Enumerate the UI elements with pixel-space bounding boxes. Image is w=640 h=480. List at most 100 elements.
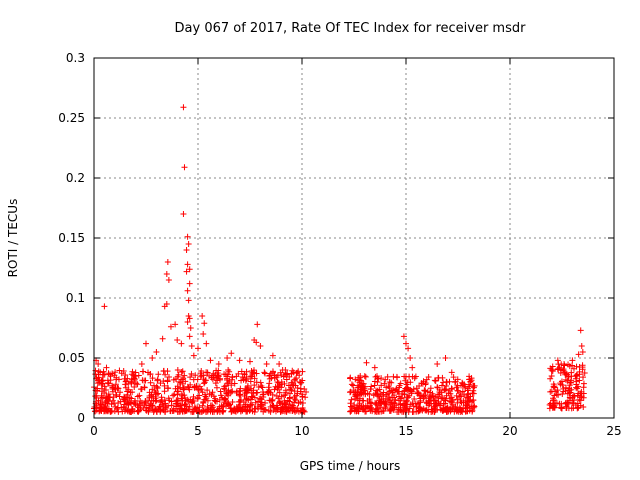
roti-point bbox=[271, 386, 278, 393]
roti-point bbox=[276, 381, 283, 388]
roti-point bbox=[464, 402, 471, 409]
roti-point bbox=[214, 408, 221, 415]
roti-point bbox=[188, 370, 195, 377]
roti-point bbox=[424, 388, 431, 395]
roti-point bbox=[383, 400, 390, 407]
roti-point bbox=[97, 369, 104, 376]
roti-point bbox=[118, 404, 125, 411]
roti-point bbox=[293, 375, 300, 382]
roti-point bbox=[257, 395, 264, 402]
roti-point bbox=[228, 350, 235, 357]
roti-point bbox=[99, 385, 106, 392]
roti-point bbox=[137, 398, 144, 405]
roti-point bbox=[451, 404, 458, 411]
roti-point bbox=[407, 355, 414, 361]
roti-point bbox=[182, 408, 189, 415]
roti-point bbox=[351, 395, 358, 402]
roti-point bbox=[410, 408, 417, 415]
roti-point bbox=[436, 391, 443, 398]
roti-point bbox=[190, 376, 197, 383]
roti-point bbox=[357, 377, 364, 384]
roti-point bbox=[112, 369, 119, 376]
roti-point bbox=[184, 233, 191, 240]
roti-point bbox=[257, 379, 264, 386]
roti-point bbox=[419, 380, 426, 387]
roti-point bbox=[140, 368, 147, 375]
roti-point bbox=[377, 404, 384, 411]
roti-point bbox=[153, 391, 160, 398]
roti-point bbox=[276, 389, 283, 396]
roti-point bbox=[192, 372, 199, 379]
roti-point bbox=[220, 402, 227, 409]
roti-point bbox=[380, 407, 387, 414]
roti-point bbox=[449, 396, 456, 403]
roti-point bbox=[556, 400, 563, 407]
roti-point bbox=[235, 370, 242, 377]
roti-point bbox=[405, 386, 412, 393]
roti-point bbox=[201, 320, 208, 327]
roti-point bbox=[210, 393, 217, 400]
roti-point bbox=[273, 393, 280, 400]
y-tick-label: 0.15 bbox=[58, 231, 85, 245]
roti-point bbox=[411, 396, 418, 403]
roti-point bbox=[565, 361, 572, 368]
roti-point bbox=[286, 394, 293, 401]
roti-point bbox=[102, 400, 109, 407]
roti-point bbox=[94, 387, 101, 394]
roti-point bbox=[464, 391, 471, 398]
roti-point bbox=[551, 404, 558, 411]
roti-point bbox=[105, 380, 112, 387]
roti-point bbox=[555, 366, 562, 373]
roti-point bbox=[281, 392, 288, 399]
roti-point bbox=[348, 381, 355, 388]
roti-point bbox=[377, 390, 384, 397]
grid-lines bbox=[94, 58, 614, 418]
roti-point bbox=[207, 406, 214, 413]
roti-point bbox=[146, 394, 153, 401]
roti-point bbox=[396, 384, 403, 391]
roti-point bbox=[551, 383, 558, 390]
roti-point bbox=[259, 384, 266, 391]
roti-point bbox=[125, 380, 132, 387]
roti-point bbox=[576, 363, 583, 370]
roti-point bbox=[115, 408, 122, 415]
roti-point bbox=[467, 397, 474, 404]
roti-point bbox=[243, 390, 250, 397]
roti-point bbox=[376, 408, 383, 415]
roti-point bbox=[163, 271, 170, 277]
roti-point bbox=[152, 395, 159, 402]
roti-point bbox=[277, 406, 284, 413]
roti-point bbox=[201, 379, 208, 386]
roti-point bbox=[204, 404, 211, 411]
roti-point bbox=[454, 387, 461, 394]
roti-point bbox=[566, 394, 573, 401]
roti-point bbox=[266, 380, 273, 387]
roti-point bbox=[161, 382, 168, 389]
roti-point bbox=[555, 361, 562, 368]
roti-point bbox=[96, 376, 103, 383]
y-tick-label: 0 bbox=[77, 411, 85, 425]
roti-point bbox=[388, 379, 395, 386]
roti-point bbox=[95, 361, 102, 367]
roti-point bbox=[465, 398, 472, 405]
roti-point bbox=[388, 399, 395, 406]
roti-point bbox=[270, 369, 277, 376]
roti-point bbox=[215, 367, 222, 374]
roti-point bbox=[122, 381, 129, 388]
roti-point bbox=[184, 396, 191, 403]
roti-point bbox=[107, 371, 114, 378]
roti-point bbox=[562, 387, 569, 394]
roti-point bbox=[439, 407, 446, 414]
roti-point bbox=[469, 390, 476, 397]
roti-point bbox=[113, 376, 120, 383]
roti-point bbox=[382, 405, 389, 412]
roti-point bbox=[244, 382, 251, 389]
roti-point bbox=[181, 405, 188, 412]
roti-point bbox=[218, 392, 225, 399]
roti-point bbox=[129, 407, 136, 414]
roti-point bbox=[357, 382, 364, 389]
roti-point bbox=[206, 390, 213, 397]
roti-point bbox=[283, 376, 290, 383]
roti-point bbox=[385, 390, 392, 397]
roti-point bbox=[217, 388, 224, 395]
